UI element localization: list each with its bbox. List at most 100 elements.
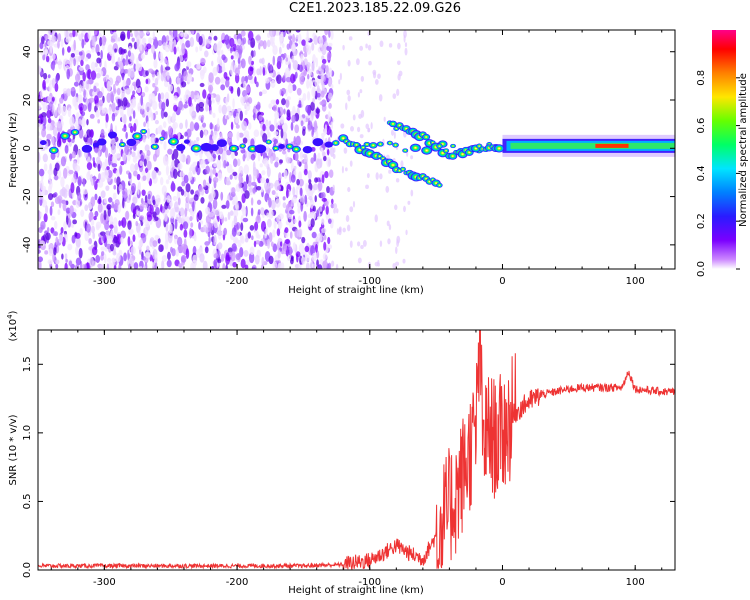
noise-speckle: [172, 30, 178, 39]
noise-speckle: [80, 209, 85, 217]
noise-speckle: [268, 209, 274, 219]
noise-speckle: [393, 131, 396, 139]
carrier-blob: [200, 142, 213, 152]
noise-speckle: [175, 248, 179, 257]
noise-speckle: [188, 167, 193, 172]
noise-speckle: [316, 158, 322, 169]
noise-speckle: [278, 213, 284, 220]
noise-speckle: [105, 185, 110, 191]
noise-speckle: [53, 247, 57, 256]
noise-speckle: [67, 107, 72, 118]
noise-speckle: [199, 69, 206, 76]
noise-speckle: [269, 30, 275, 38]
noise-speckle: [191, 105, 195, 112]
noise-speckle: [246, 150, 250, 158]
noise-speckle: [275, 198, 281, 208]
carrier-blob: [48, 146, 59, 155]
noise-speckle: [273, 138, 278, 144]
noise-speckle: [154, 77, 159, 86]
noise-speckle: [132, 156, 138, 163]
noise-speckle: [231, 220, 235, 230]
noise-speckle: [227, 131, 233, 139]
spectrogram-image: [38, 30, 675, 269]
noise-speckle: [171, 160, 175, 168]
noise-speckle: [173, 233, 178, 245]
noise-speckle: [274, 30, 281, 36]
noise-speckle: [182, 221, 189, 230]
noise-speckle: [124, 60, 129, 66]
snr-ytick-label: 1.5: [22, 356, 33, 372]
noise-speckle: [352, 200, 356, 208]
noise-speckle: [271, 190, 276, 196]
noise-speckle: [276, 228, 281, 237]
noise-speckle: [107, 197, 113, 203]
noise-speckle: [139, 160, 144, 167]
noise-speckle: [297, 205, 301, 214]
noise-speckle: [215, 94, 221, 103]
noise-speckle: [73, 58, 76, 67]
noise-speckle: [299, 187, 303, 197]
noise-speckle: [161, 255, 168, 262]
noise-speckle: [75, 112, 80, 120]
carrier-blob: [131, 132, 143, 141]
carrier-blob: [139, 128, 148, 135]
svg-text:(x104): (x104): [6, 310, 19, 341]
noise-speckle: [235, 124, 240, 129]
carrier-blob: [420, 146, 433, 155]
noise-speckle: [192, 201, 195, 212]
noise-speckle: [67, 46, 71, 53]
noise-speckle: [171, 180, 175, 191]
noise-speckle: [133, 144, 137, 152]
noise-speckle: [197, 210, 203, 221]
noise-speckle: [309, 68, 313, 76]
noise-speckle: [144, 222, 150, 228]
noise-speckle: [286, 96, 291, 101]
noise-speckle: [309, 211, 313, 218]
noise-speckle: [70, 87, 76, 92]
noise-speckle: [227, 194, 230, 200]
noise-speckle: [193, 93, 197, 103]
noise-speckle: [128, 228, 134, 235]
noise-speckle: [251, 235, 254, 241]
noise-speckle: [139, 108, 145, 115]
noise-speckle: [251, 266, 256, 269]
noise-speckle: [99, 264, 106, 269]
noise-speckle: [121, 73, 125, 81]
noise-speckle: [46, 133, 52, 140]
noise-speckle: [106, 243, 111, 250]
noise-speckle: [239, 110, 243, 121]
noise-speckle: [243, 249, 249, 257]
colorbar-ticks: 0.0 0.2 0.4 0.6 0.8: [696, 70, 740, 277]
noise-speckle: [141, 170, 146, 176]
noise-speckle: [107, 207, 111, 217]
noise-speckle: [253, 129, 260, 138]
noise-speckle: [233, 215, 238, 226]
noise-speckle: [284, 227, 289, 234]
noise-speckle: [132, 90, 136, 96]
noise-speckle: [65, 258, 68, 263]
noise-speckle: [76, 57, 79, 66]
noise-speckle: [172, 195, 178, 201]
noise-speckle: [202, 122, 207, 128]
noise-speckle: [397, 42, 401, 50]
noise-speckle: [275, 192, 279, 199]
noise-speckle: [163, 80, 169, 88]
noise-speckle: [224, 34, 230, 45]
noise-speckle: [122, 97, 128, 107]
noise-speckle: [325, 200, 329, 207]
noise-speckle: [316, 209, 319, 218]
spectrogram-ytick-label: 0: [22, 145, 33, 151]
noise-speckle: [266, 218, 272, 228]
noise-speckle: [185, 248, 190, 259]
noise-speckle: [48, 243, 54, 249]
noise-speckle: [130, 102, 133, 108]
noise-speckle: [49, 179, 53, 190]
noise-speckle: [331, 260, 335, 267]
noise-speckle: [231, 187, 236, 195]
noise-speckle: [82, 177, 86, 187]
noise-speckle: [63, 233, 67, 239]
noise-speckle: [343, 147, 348, 154]
noise-speckle: [136, 173, 141, 181]
noise-speckle: [144, 51, 148, 56]
noise-speckle: [328, 78, 332, 86]
